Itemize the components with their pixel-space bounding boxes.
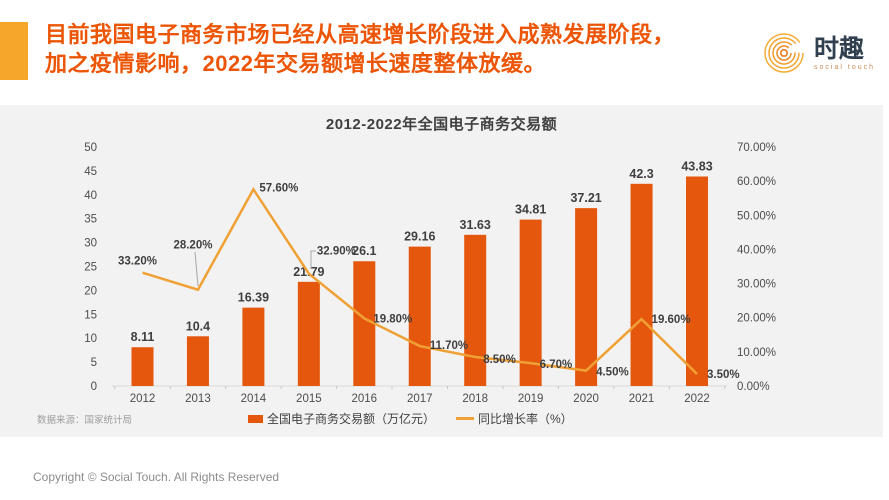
growth-label-2013: 28.20% — [173, 240, 212, 252]
x-axis-label-2017: 2017 — [407, 393, 433, 405]
growth-label-2022: 3.50% — [707, 369, 740, 381]
x-axis-label-2013: 2013 — [185, 393, 211, 405]
page-title-line2: 加之疫情影响，2022年交易额增长速度整体放缓。 — [45, 51, 546, 76]
bar-label-2019: 34.81 — [515, 203, 546, 217]
brand-name: 时趣 — [814, 34, 865, 63]
page-title: 目前我国电子商务市场已经从高速增长阶段进入成熟发展阶段， 加之疫情影响，2022… — [45, 20, 755, 78]
growth-label-2021: 19.60% — [652, 314, 691, 326]
bar-label-2022: 43.83 — [681, 159, 712, 173]
legend-label: 全国电子商务交易额（万亿元） — [267, 412, 436, 426]
left-axis-tick: 40 — [84, 190, 97, 202]
x-axis-label-2019: 2019 — [518, 393, 544, 405]
growth-label-2015: 32.90% — [317, 246, 356, 258]
left-axis-tick: 15 — [84, 309, 97, 321]
x-axis-label-2015: 2015 — [296, 393, 322, 405]
bar-2020 — [575, 208, 598, 386]
x-axis-label-2016: 2016 — [352, 393, 378, 405]
bar-label-2021: 42.3 — [629, 167, 653, 181]
bar-label-2020: 37.21 — [570, 191, 601, 205]
bar-2021 — [630, 183, 653, 386]
growth-line — [142, 186, 698, 375]
growth-label-2014: 57.60% — [259, 182, 298, 194]
page-title-line1: 目前我国电子商务市场已经从高速增长阶段进入成熟发展阶段， — [45, 22, 676, 47]
copyright-text: Copyright © Social Touch. All Rights Res… — [33, 470, 280, 484]
bar-2015 — [297, 281, 320, 386]
growth-label-2019: 6.70% — [540, 359, 573, 371]
chart-title: 2012-2022年全国电子商务交易额 — [325, 116, 558, 133]
x-axis-label-2012: 2012 — [130, 393, 156, 405]
left-axis-tick: 0 — [91, 381, 97, 393]
left-axis-tick: 10 — [84, 333, 97, 345]
bar-2013 — [186, 336, 209, 386]
growth-label-2018: 8.50% — [483, 354, 516, 366]
accent-bar — [0, 22, 28, 80]
brand-subtitle: social touch — [814, 63, 875, 71]
right-axis-tick: 70.00% — [737, 142, 776, 154]
bar-2016 — [353, 261, 376, 386]
bar-2017 — [408, 246, 431, 386]
growth-label-2016: 19.80% — [373, 313, 412, 325]
left-axis-tick: 5 — [91, 357, 97, 369]
legend-bar-swatch-icon — [248, 414, 263, 423]
right-axis-tick: 20.00% — [737, 313, 776, 325]
legend-line-swatch-icon — [456, 417, 475, 420]
legend-item: 同比增长率（%） — [456, 410, 573, 427]
left-axis-tick: 30 — [84, 238, 97, 250]
left-axis-tick: 35 — [84, 214, 97, 226]
right-axis-tick: 0.00% — [737, 381, 770, 393]
chart-panel: 2012-2022年全国电子商务交易额 0 5 10 15 20 25 30 35 40 45 50… — [0, 105, 883, 437]
combo-chart: 0 5 10 15 20 25 30 35 40 45 50 0.00% 10.00% 20.00% 30.… — [84, 142, 776, 405]
bar-2019 — [519, 219, 542, 386]
bar-2014 — [242, 307, 265, 386]
x-axis-label-2020: 2020 — [573, 393, 599, 405]
ripple-rings-icon — [764, 33, 804, 73]
right-axis-tick: 50.00% — [737, 210, 776, 222]
x-axis-label-2014: 2014 — [241, 393, 267, 405]
bar-label-2018: 31.63 — [460, 218, 491, 232]
bar-2012 — [131, 347, 154, 386]
bar-label-2013: 10.4 — [186, 319, 210, 333]
growth-label-2012: 33.20% — [118, 256, 157, 268]
label-leader-line — [310, 250, 316, 269]
bar-label-2016: 26.1 — [352, 244, 376, 258]
bar-label-2012: 8.11 — [131, 330, 155, 344]
left-axis-tick: 20 — [84, 285, 97, 297]
left-axis-tick: 50 — [84, 142, 97, 154]
right-axis-tick: 10.00% — [737, 347, 776, 359]
x-axis-label-2018: 2018 — [462, 393, 488, 405]
right-axis-tick: 60.00% — [737, 176, 776, 188]
growth-label-2020: 4.50% — [596, 367, 629, 379]
chart-legend: 全国电子商务交易额（万亿元） 同比增长率（%） — [248, 410, 573, 427]
bar-2022 — [686, 176, 708, 386]
legend-label: 同比增长率（%） — [478, 412, 573, 426]
bar-label-2014: 16.39 — [238, 291, 269, 305]
bar-2018 — [464, 234, 487, 386]
bar-label-2017: 29.16 — [404, 230, 435, 244]
right-axis-tick: 40.00% — [737, 244, 776, 256]
left-axis-tick: 45 — [84, 166, 97, 178]
left-axis-tick: 25 — [84, 262, 97, 274]
x-axis-label-2021: 2021 — [629, 393, 655, 405]
x-axis-label-2022: 2022 — [684, 393, 710, 405]
source-note: 数据来源：国家统计局 — [37, 415, 133, 426]
brand-logo: 时趣 social touch — [761, 30, 875, 76]
label-leader-line — [194, 251, 199, 287]
right-axis-tick: 30.00% — [737, 279, 776, 291]
growth-label-2017: 11.70% — [430, 340, 468, 352]
legend-item: 全国电子商务交易额（万亿元） — [248, 410, 435, 427]
